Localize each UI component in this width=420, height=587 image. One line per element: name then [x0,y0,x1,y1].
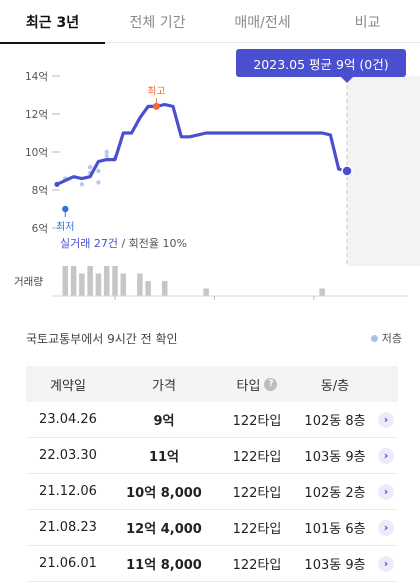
header-type: 타입 ? [218,375,296,394]
volume-bar [161,281,168,296]
volume-bar [79,273,85,296]
header-building-floor: 동/층 [320,378,350,394]
chevron-right-icon[interactable]: › [378,555,394,572]
period-tabs: 최근 3년 전체 기간 매매/전세 비교 [0,0,420,44]
row-type: 122타입 [232,558,282,573]
future-region [347,76,420,266]
row-price: 11억 8,000 [126,558,202,573]
source-row: 국토교통부에서 9시간 전 확인 저층 [0,326,420,350]
row-floor: 102동 2층 [304,486,366,501]
y-tick-label: 8억 [32,185,48,197]
scatter-point [87,165,93,170]
row-type: 122타입 [232,522,282,537]
volume-bar [112,266,118,296]
volume-bar [319,288,325,296]
row-price: 10억 8,000 [126,486,202,501]
chevron-right-icon[interactable]: › [378,411,394,428]
low-floor-dot-icon [370,334,378,342]
chevron-right-icon[interactable]: › [378,519,394,536]
chevron-right-icon[interactable]: › [378,447,394,464]
row-date: 21.12.06 [39,484,97,499]
row-price: 9억 [153,414,175,429]
source-text: 국토교통부에서 9시간 전 확인 [26,332,178,346]
row-date: 21.06.01 [39,556,97,571]
volume-bar [203,288,209,296]
volume-bar [95,273,102,296]
volume-bar [103,266,110,296]
scatter-point [96,168,101,174]
row-date: 22.03.30 [39,448,97,463]
y-tick-label: 10억 [25,147,48,159]
scatter-point [79,182,85,187]
table-row[interactable]: 21.06.01 11억 8,000 122타입 103동 9층 › [26,546,398,582]
volume-bar [137,273,143,296]
header-price: 가격 [152,378,176,394]
row-floor: 103동 9층 [304,558,366,573]
table-header: 계약일 가격 타입 ? 동/층 [26,366,398,402]
table-row[interactable]: 23.04.26 9억 122타입 102동 8층 › [26,402,398,438]
row-date: 21.08.23 [39,520,97,535]
min-point [62,205,69,213]
current-point [341,165,353,177]
header-contract-date: 계약일 [50,378,86,394]
min-label: 최저 [56,221,74,233]
transaction-table: 계약일 가격 타입 ? 동/층 23.04.26 9억 122타입 102동 8층 › 2… [26,366,398,582]
transaction-summary: 실거래 27건 / 회전율 10% [60,237,187,250]
chevron-right-icon[interactable]: › [378,483,394,500]
scatter-point [104,153,109,158]
max-label: 최고 [147,85,165,97]
row-floor: 102동 8층 [304,414,366,429]
row-floor: 101동 6층 [304,522,366,537]
y-tick-label: 14억 [25,71,48,83]
first-point [54,181,60,187]
table-row[interactable]: 21.08.23 12억 4,000 122타입 101동 6층 › [26,510,398,546]
tab-sale-jeonse[interactable]: 매매/전세 [234,14,291,31]
chart-tooltip: 2023.05 평균 9억 (0건) [236,49,406,83]
summary-count: 실거래 27건 [60,237,118,250]
tab-compare[interactable]: 비교 [354,14,381,31]
volume-bar [120,273,127,296]
row-type: 122타입 [232,450,282,465]
row-floor: 103동 9층 [304,450,366,465]
max-point [152,102,160,110]
volume-bar [87,266,93,296]
summary-turnover: / 회전율 10% [118,237,187,250]
row-price: 12억 4,000 [126,522,202,537]
table-row[interactable]: 21.12.06 10억 8,000 122타입 102동 2층 › [26,474,398,510]
scatter-point [104,149,109,155]
row-date: 23.04.26 [39,412,97,427]
volume-bar [62,266,69,296]
tab-recent-3-years[interactable]: 최근 3년 [0,0,105,44]
volume-label: 거래량 [14,276,43,288]
y-tick-label: 12억 [25,109,48,121]
row-type: 122타입 [232,486,282,501]
table-row[interactable]: 22.03.30 11억 122타입 103동 9층 › [26,438,398,474]
legend-low-floor: 저층 [370,330,402,346]
volume-bar [70,266,77,296]
row-price: 11억 [148,450,180,465]
y-tick-label: 6억 [32,223,48,235]
header-type-label: 타입 [236,378,261,394]
scatter-point [96,180,101,185]
help-icon[interactable]: ? [264,377,278,391]
row-type: 122타입 [232,414,282,429]
legend-low-label: 저층 [381,332,402,345]
volume-bar [145,281,151,296]
price-line [56,102,348,186]
tab-all-period[interactable]: 전체 기간 [129,14,186,31]
